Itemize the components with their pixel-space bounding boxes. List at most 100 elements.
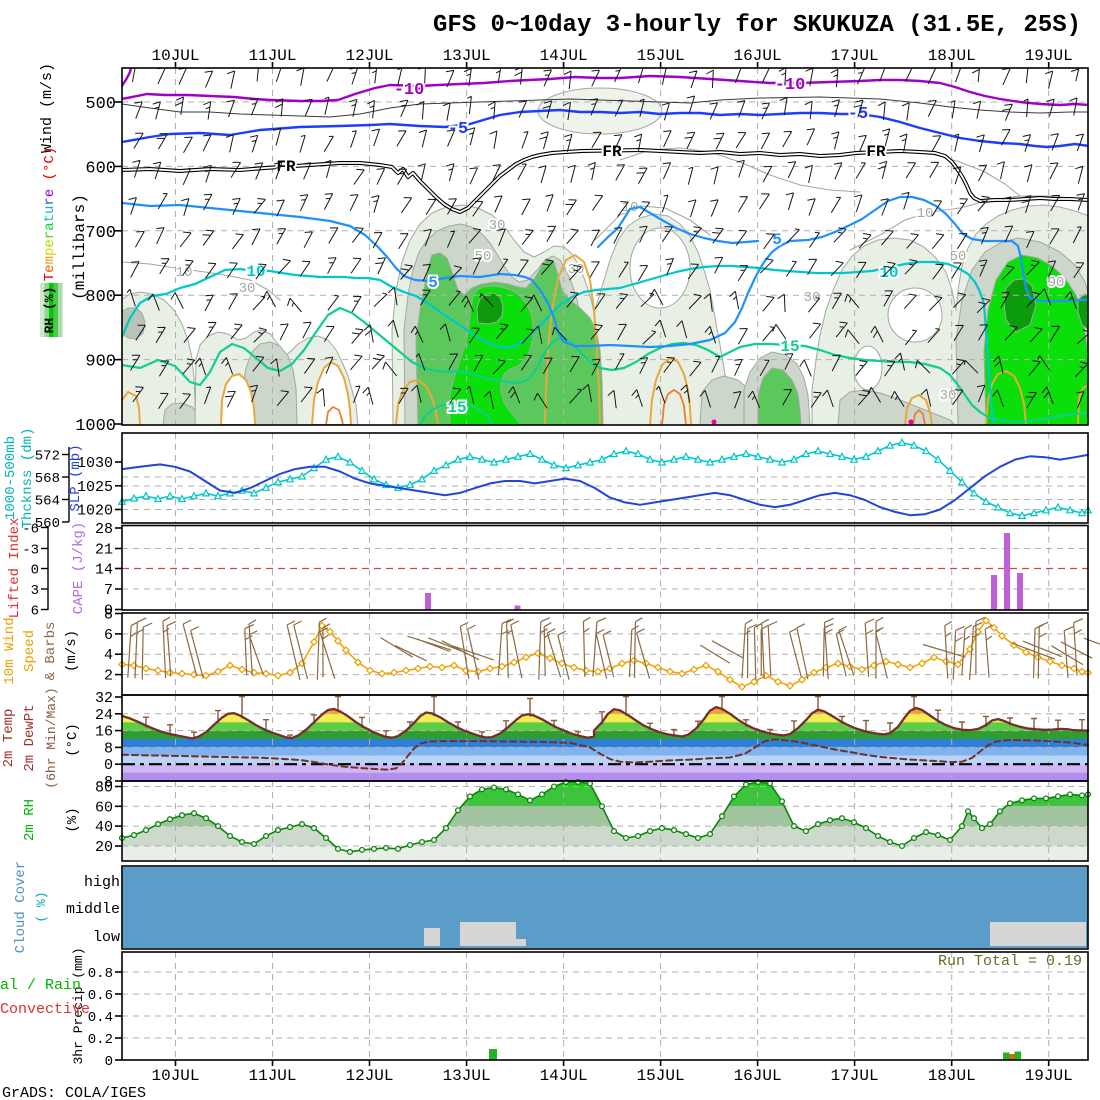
svg-text:Cloud Cover: Cloud Cover [13, 861, 29, 953]
svg-text:Lifted Index: Lifted Index [7, 518, 23, 619]
svg-text:40: 40 [95, 819, 113, 836]
svg-text:800: 800 [85, 288, 116, 307]
svg-text:3: 3 [31, 583, 39, 599]
svg-text:21: 21 [95, 542, 113, 559]
svg-text:20: 20 [95, 839, 113, 856]
svg-text:24: 24 [95, 707, 113, 724]
svg-text:30: 30 [804, 290, 821, 306]
svg-text:1025: 1025 [77, 479, 113, 496]
svg-text:-5: -5 [448, 120, 468, 139]
svg-text:30: 30 [940, 388, 957, 404]
svg-text:-3: -3 [22, 543, 39, 559]
svg-text:-10: -10 [394, 81, 425, 100]
svg-text:1020: 1020 [77, 503, 113, 520]
svg-text:12JUL: 12JUL [345, 1067, 393, 1085]
svg-text:30: 30 [239, 281, 256, 297]
svg-text:RH (%): RH (%) [42, 287, 57, 334]
svg-text:19JUL: 19JUL [1025, 1067, 1073, 1085]
svg-text:0: 0 [105, 1054, 113, 1070]
svg-text:0: 0 [104, 603, 113, 620]
svg-text:12JUL: 12JUL [345, 47, 393, 65]
svg-text:500: 500 [85, 95, 116, 114]
svg-text:8: 8 [104, 607, 113, 624]
svg-text:900: 900 [85, 353, 116, 372]
svg-text:1000: 1000 [75, 417, 116, 436]
svg-text:17JUL: 17JUL [831, 47, 879, 65]
svg-text:6: 6 [31, 604, 39, 620]
svg-text:600: 600 [85, 159, 116, 178]
svg-text:11JUL: 11JUL [248, 1067, 296, 1085]
svg-text:0: 0 [104, 757, 113, 774]
svg-text:Temperature (°C): Temperature (°C) [42, 147, 58, 281]
svg-text:SLP (mb): SLP (mb) [68, 444, 84, 511]
svg-text:13JUL: 13JUL [443, 1067, 491, 1085]
svg-text:5: 5 [772, 231, 782, 249]
svg-text:13JUL: 13JUL [443, 47, 491, 65]
svg-text:15JUL: 15JUL [637, 1067, 685, 1085]
svg-text:16: 16 [95, 724, 113, 741]
svg-text:middle: middle [66, 901, 120, 918]
svg-text:Speed: Speed [22, 630, 38, 672]
svg-text:CAPE (J/kg): CAPE (J/kg) [71, 522, 87, 614]
svg-text:2m Temp: 2m Temp [1, 709, 17, 768]
svg-text:15JUL: 15JUL [637, 47, 685, 65]
svg-text:low: low [93, 929, 120, 946]
svg-text:30: 30 [489, 218, 506, 234]
svg-text:FR: FR [602, 143, 622, 161]
svg-text:14JUL: 14JUL [540, 1067, 588, 1085]
svg-text:7: 7 [104, 582, 113, 599]
svg-text:80: 80 [95, 780, 113, 797]
svg-text:3hr Precip (mm): 3hr Precip (mm) [71, 947, 86, 1064]
svg-text:60: 60 [95, 799, 113, 816]
svg-text:32: 32 [95, 690, 113, 707]
svg-text:0: 0 [31, 563, 39, 579]
svg-text:10: 10 [917, 206, 934, 222]
svg-text:(%): (%) [65, 807, 81, 832]
svg-text:(6hr Min/Max): (6hr Min/Max) [44, 687, 59, 788]
svg-text:-6: -6 [22, 522, 39, 538]
svg-text:18JUL: 18JUL [928, 1067, 976, 1085]
svg-text:28: 28 [95, 521, 113, 538]
svg-text:high: high [84, 874, 120, 891]
svg-text:14: 14 [95, 562, 113, 579]
svg-text:(millibars): (millibars) [71, 194, 89, 300]
svg-text:10JUL: 10JUL [151, 1067, 199, 1085]
svg-text:50: 50 [950, 249, 967, 265]
svg-text:10: 10 [246, 263, 265, 281]
svg-text:( %): ( %) [34, 891, 49, 922]
svg-text:0.6: 0.6 [88, 988, 113, 1004]
svg-text:11JUL: 11JUL [248, 47, 296, 65]
svg-text:10m Wind: 10m Wind [2, 617, 18, 684]
svg-text:17JUL: 17JUL [831, 1067, 879, 1085]
svg-text:15: 15 [780, 338, 799, 356]
svg-text:Run Total = 0.19: Run Total = 0.19 [938, 953, 1082, 970]
svg-text:(m/s): (m/s) [64, 630, 80, 672]
svg-text:Wind (m/s): Wind (m/s) [39, 63, 56, 153]
svg-text:-8: -8 [95, 774, 113, 791]
svg-text:Convective: Convective [0, 1001, 90, 1018]
svg-text:GrADS: COLA/IGES: GrADS: COLA/IGES [2, 1085, 146, 1100]
svg-text:(°C): (°C) [65, 723, 81, 757]
svg-text:16JUL: 16JUL [734, 47, 782, 65]
svg-text:0.8: 0.8 [88, 966, 113, 982]
svg-text:700: 700 [85, 224, 116, 243]
svg-text:1030: 1030 [77, 455, 113, 472]
svg-text:FR: FR [866, 143, 886, 161]
svg-text:-10: -10 [775, 76, 806, 95]
svg-text:15: 15 [447, 399, 466, 417]
svg-text:14JUL: 14JUL [540, 47, 588, 65]
svg-text:18JUL: 18JUL [928, 47, 976, 65]
svg-text:8: 8 [104, 740, 113, 757]
svg-text:GFS 0~10day 3-hourly for SKUKU: GFS 0~10day 3-hourly for SKUKUZA (31.5E,… [433, 12, 1081, 39]
svg-text:0.4: 0.4 [88, 1010, 113, 1026]
svg-text:& Barbs: & Barbs [43, 622, 59, 681]
svg-text:-5: -5 [848, 105, 868, 124]
svg-text:4: 4 [104, 647, 113, 664]
svg-text:2: 2 [104, 668, 113, 685]
svg-text:16JUL: 16JUL [734, 1067, 782, 1085]
svg-text:572: 572 [35, 449, 60, 465]
svg-text:al / Rain: al / Rain [0, 977, 81, 994]
svg-text:568: 568 [35, 471, 60, 487]
svg-text:6: 6 [104, 627, 113, 644]
svg-text:0.2: 0.2 [88, 1032, 113, 1048]
